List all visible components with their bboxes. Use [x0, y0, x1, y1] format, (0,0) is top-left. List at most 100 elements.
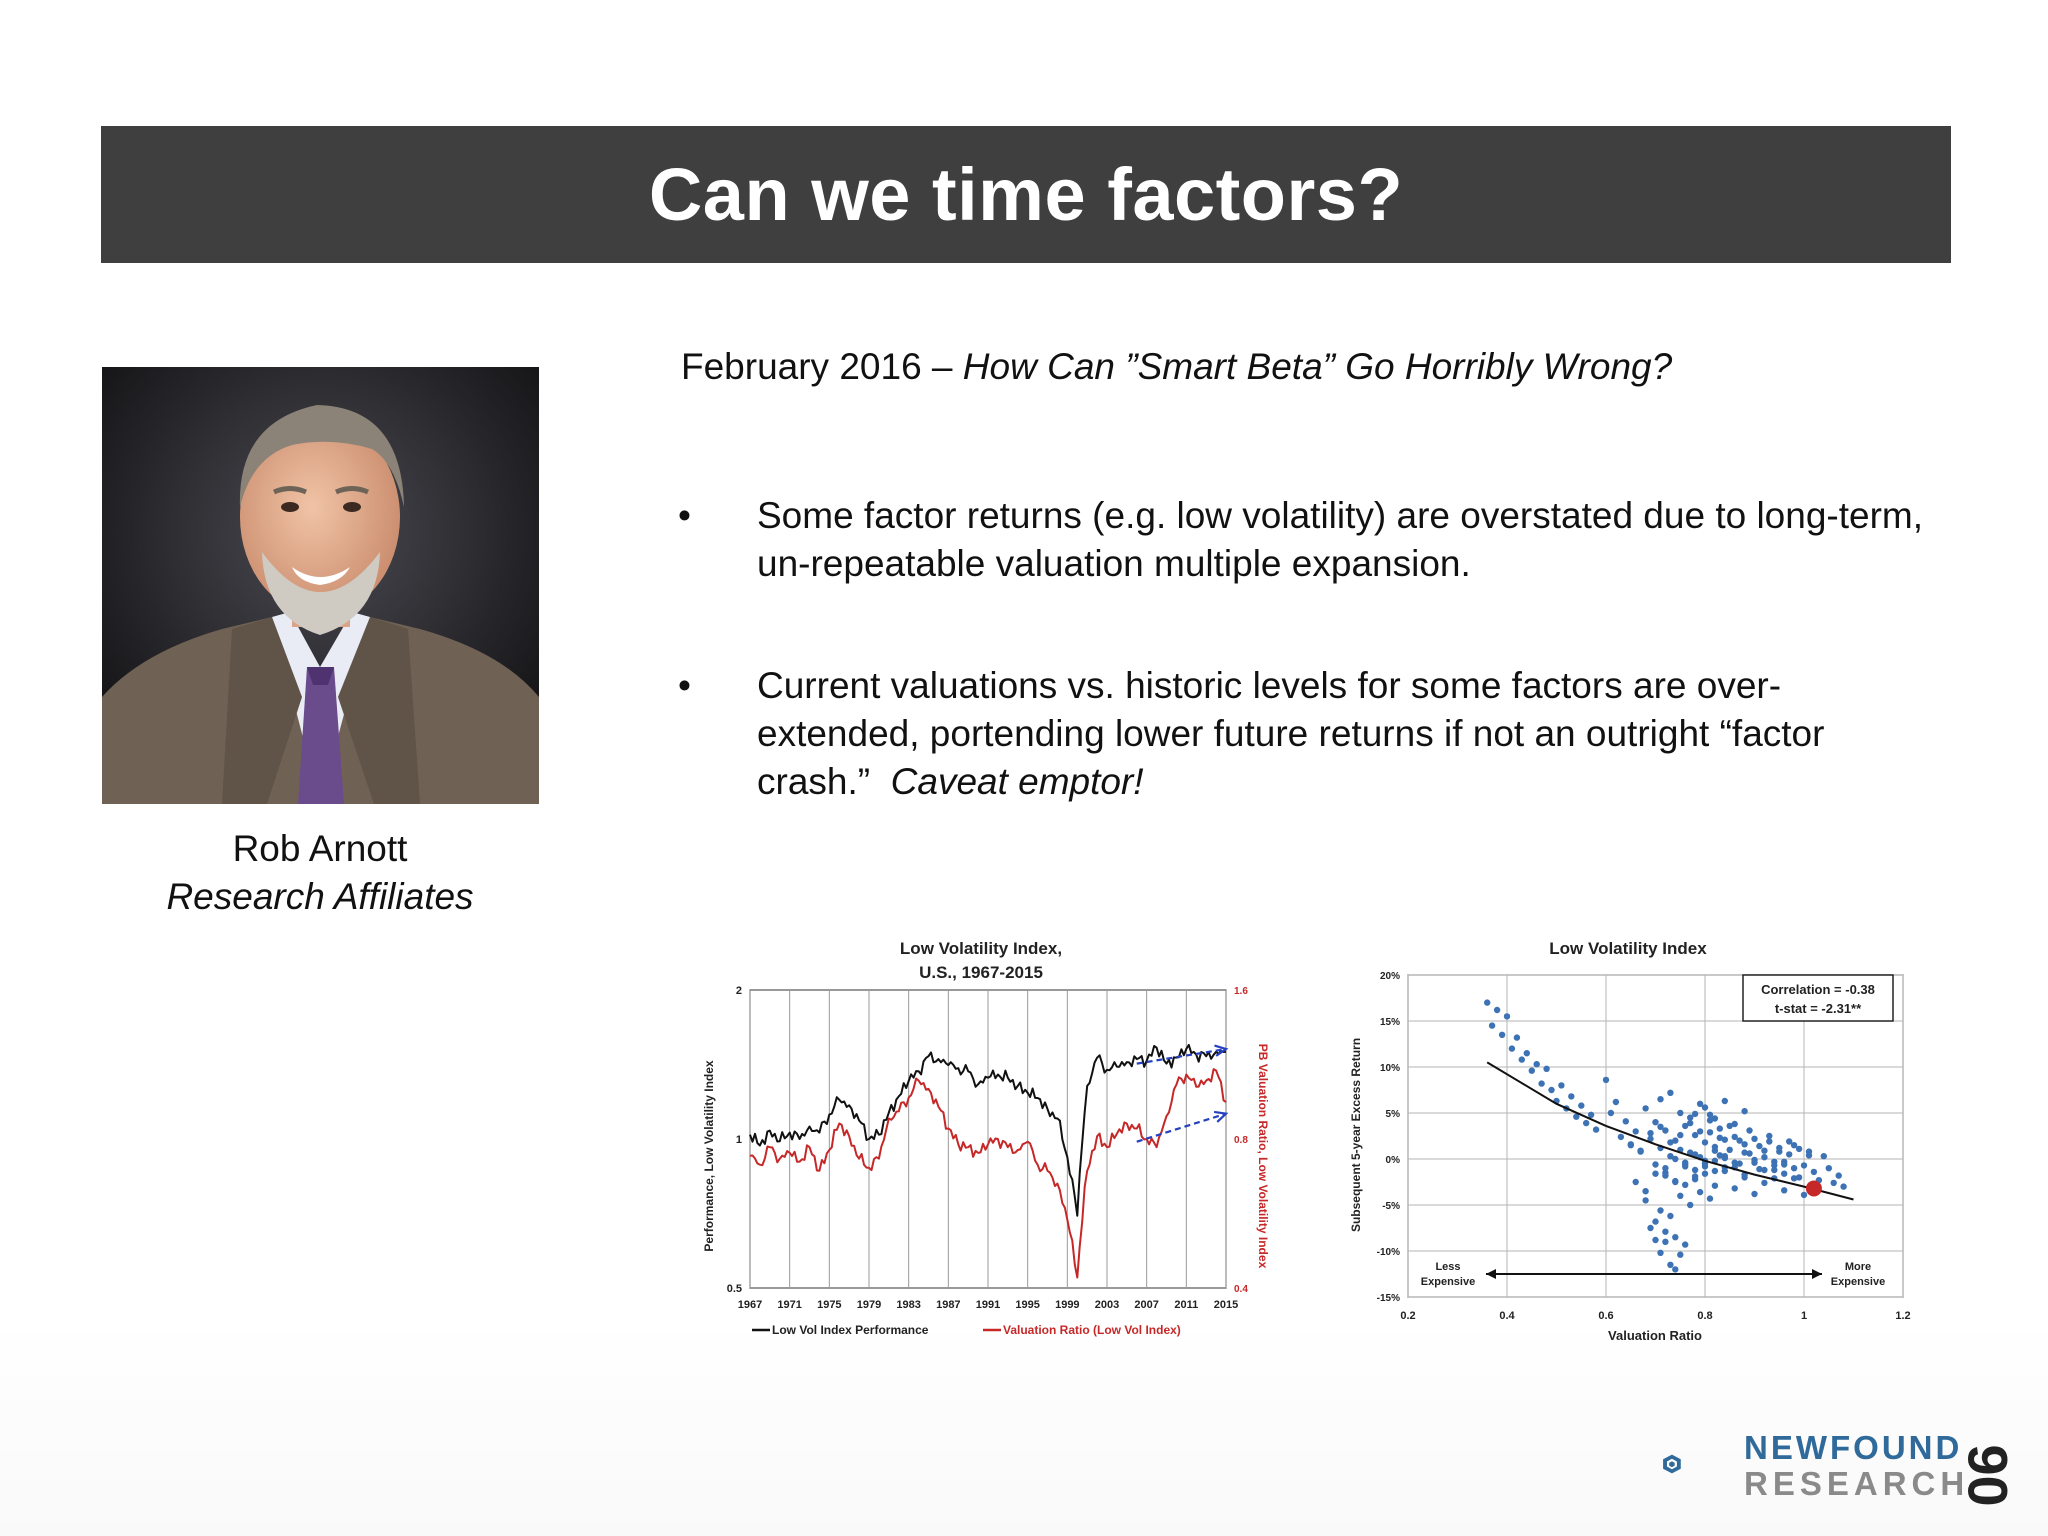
page-number: 90	[1952, 1420, 2024, 1530]
scatter-point	[1662, 1165, 1669, 1172]
scatter-point	[1706, 1195, 1714, 1202]
scatter-point	[1721, 1154, 1728, 1162]
scatter-point	[1701, 1170, 1709, 1177]
scatter-point	[1771, 1162, 1778, 1169]
x-tick-label: 1.2	[1895, 1310, 1910, 1322]
x-tick-label: 1	[1801, 1310, 1807, 1322]
chart-low-volatility-scatter: Low Volatility Index Subsequent 5-year E…	[1349, 939, 1911, 1343]
x-tick-label: 1975	[817, 1299, 841, 1311]
scatter-point	[1627, 1141, 1634, 1148]
scatter-point	[1701, 1139, 1709, 1146]
x-tick-label: 2003	[1095, 1299, 1119, 1311]
scatter-point	[1781, 1187, 1788, 1194]
scatter-point	[1810, 1168, 1818, 1176]
scatter-point	[1493, 1006, 1501, 1014]
portrait-photo	[102, 367, 539, 804]
scatter-point	[1741, 1108, 1748, 1115]
series-line-performance	[749, 1043, 1227, 1217]
person-organization: Research Affiliates	[166, 876, 474, 917]
less-expensive-line2: Expensive	[1421, 1276, 1475, 1288]
scatter-point	[1687, 1149, 1694, 1156]
slide-title: Can we time factors?	[648, 153, 1404, 236]
scatter-point	[1682, 1241, 1689, 1248]
correlation-text: Correlation = -0.38	[1761, 982, 1875, 997]
scatter-point	[1622, 1118, 1629, 1125]
scatter-point	[1751, 1135, 1758, 1142]
x-axis-label: Valuation Ratio	[1608, 1328, 1702, 1343]
x-tick-label: 0.4	[1499, 1310, 1515, 1322]
scatter-point	[1667, 1261, 1674, 1268]
scatter-point	[1781, 1161, 1788, 1168]
scatter-point	[1652, 1170, 1659, 1177]
bullet-item-2-emphasis: Caveat emptor!	[890, 761, 1144, 802]
scatter-point	[1672, 1155, 1679, 1163]
scatter-point	[1691, 1110, 1699, 1118]
scatter-point	[1602, 1076, 1610, 1084]
scatter-point	[1756, 1142, 1763, 1150]
x-tick-label: 2015	[1214, 1299, 1238, 1311]
tstat-text: t-stat = -2.31**	[1775, 1001, 1862, 1016]
scatter-point	[1830, 1179, 1837, 1187]
scatter-point	[1761, 1179, 1768, 1187]
bullet-item-2-text: Current valuations vs. historic levels f…	[757, 665, 1825, 802]
y-tick-label: 20%	[1380, 971, 1400, 982]
y-tick-label: -5%	[1382, 1201, 1400, 1212]
x-tick-label: 1971	[777, 1299, 801, 1311]
scatter-point	[1662, 1169, 1669, 1176]
x-tick-label: 0.8	[1697, 1310, 1712, 1322]
scatter-point	[1726, 1122, 1733, 1130]
scatter-point	[1652, 1119, 1659, 1126]
scatter-point	[1751, 1190, 1758, 1198]
scatter-point	[1657, 1096, 1664, 1103]
scatter-point	[1721, 1097, 1728, 1105]
x-tick-label: 2011	[1174, 1299, 1198, 1311]
scatter-point	[1573, 1113, 1580, 1120]
highlight-point	[1805, 1180, 1822, 1197]
scatter-point	[1706, 1111, 1714, 1118]
scatter-point	[1786, 1151, 1793, 1158]
scatter-point	[1687, 1119, 1694, 1127]
scatter-point	[1741, 1141, 1748, 1148]
scatter-point	[1691, 1131, 1699, 1139]
scatter-point	[1731, 1159, 1738, 1166]
scatter-point	[1677, 1251, 1684, 1258]
portrait-illustration	[102, 367, 539, 804]
scatter-point	[1756, 1165, 1763, 1173]
scatter-point	[1667, 1139, 1674, 1146]
scatter-point	[1761, 1154, 1768, 1161]
scatter-point	[1721, 1136, 1728, 1143]
bullet-marker: •	[678, 665, 691, 706]
scatter-point	[1790, 1175, 1798, 1182]
scatter-point	[1672, 1266, 1679, 1273]
scatter-point	[1805, 1152, 1813, 1159]
scatter-point	[1652, 1236, 1659, 1244]
y2-axis-label: PB Valuation Ratio, Low Volatility Index	[1256, 1044, 1270, 1269]
x-tick-label: 1999	[1055, 1299, 1079, 1311]
x-tick-label: 1979	[857, 1299, 881, 1311]
trend-arrow	[1136, 1112, 1227, 1143]
scatter-point	[1632, 1178, 1639, 1186]
scatter-point	[1776, 1148, 1783, 1155]
x-tick-label: 1995	[1015, 1299, 1039, 1311]
scatter-point	[1592, 1126, 1600, 1133]
scatter-point	[1800, 1162, 1808, 1169]
scatter-point	[1642, 1188, 1649, 1195]
scatter-point	[1652, 1161, 1659, 1168]
scatter-point	[1711, 1147, 1719, 1154]
scatter-point	[1667, 1212, 1674, 1220]
scatter-point	[1800, 1191, 1808, 1199]
scatter-point	[1790, 1165, 1798, 1172]
scatter-point	[1706, 1129, 1714, 1136]
scatter-point	[1677, 1131, 1684, 1139]
x-tick-label: 1987	[936, 1299, 960, 1311]
scatter-point	[1607, 1109, 1615, 1117]
y2-tick-label: 1.6	[1234, 986, 1248, 997]
y-tick-label: 15%	[1380, 1017, 1400, 1028]
slide-background-fade	[0, 1320, 2048, 1536]
scatter-point	[1731, 1120, 1738, 1128]
scatter-point	[1711, 1167, 1719, 1175]
scatter-point	[1716, 1134, 1723, 1141]
page-number-text: 90	[1956, 1443, 2020, 1507]
x-tick-label: 0.6	[1598, 1310, 1613, 1322]
scatter-point	[1672, 1234, 1679, 1241]
